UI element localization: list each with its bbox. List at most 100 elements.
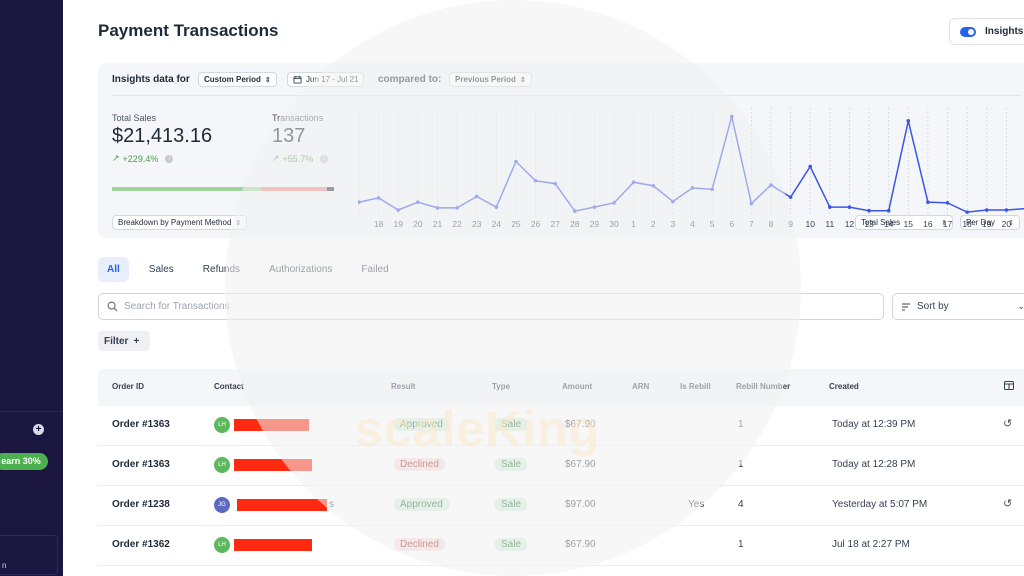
chart-point[interactable] — [749, 201, 754, 206]
chart-point[interactable] — [474, 194, 479, 199]
refund-icon[interactable]: ↺ — [1003, 418, 1013, 430]
chart-point[interactable] — [788, 195, 793, 199]
chart-point[interactable] — [945, 201, 950, 205]
info-icon[interactable]: i — [320, 154, 329, 163]
refund-icon[interactable]: ↺ — [1003, 498, 1013, 510]
total-sales-value: $21,413.16 — [112, 125, 213, 147]
table-row[interactable]: Order #1363 LH Declined Sale $67.90 1 To… — [98, 446, 1024, 486]
chart-x-tick-label: 23 — [472, 219, 482, 228]
contact-suffix: s — [329, 499, 334, 510]
chart-point[interactable] — [396, 208, 401, 212]
chart-point[interactable] — [376, 196, 381, 200]
chart-point[interactable] — [729, 114, 734, 119]
chart-point[interactable] — [926, 200, 930, 204]
granularity-select[interactable]: Per Day ⇕ — [960, 215, 1020, 230]
chart-point[interactable] — [612, 201, 616, 205]
insights-toggle-button[interactable]: Insights — [949, 18, 1024, 45]
order-id[interactable]: Order #1363 — [112, 419, 170, 430]
order-id[interactable]: Order #1362 — [112, 539, 170, 550]
table-row[interactable]: Order #1362 LH Declined Sale $67.90 1 Ju… — [98, 526, 1024, 566]
tab-authorizations[interactable]: Authorizations — [269, 263, 333, 275]
chart-point[interactable] — [769, 183, 773, 187]
created-time: Today at 12:28 PM — [832, 459, 916, 470]
col-order-id[interactable]: Order ID — [112, 382, 145, 391]
status-badge: Declined — [394, 538, 445, 551]
col-created[interactable]: Created — [829, 382, 859, 391]
trend-up-icon: ↗ — [112, 153, 120, 163]
chart-point[interactable] — [1004, 208, 1009, 212]
chart-x-tick-label: 12 — [845, 219, 855, 228]
avatar: LH — [214, 457, 230, 473]
chart-x-tick-label: 3 — [671, 219, 676, 228]
chart-point[interactable] — [984, 208, 989, 212]
chart-point[interactable] — [651, 183, 656, 188]
table-row[interactable]: Order #1363 LH Approved Sale $67.90 1 To… — [98, 406, 1024, 446]
chart-point[interactable] — [435, 206, 440, 210]
columns-icon[interactable] — [1004, 381, 1014, 390]
chart-point[interactable] — [631, 180, 636, 184]
toggle-switch-icon[interactable] — [960, 26, 976, 37]
sidebar-account-box[interactable] — [0, 535, 58, 575]
chevron-updown-icon: ⇕ — [519, 76, 526, 84]
metric-select-value: Total Sales — [861, 218, 901, 227]
chevron-updown-icon: ⇕ — [941, 219, 947, 227]
chart-point[interactable] — [808, 164, 813, 169]
col-is-rebill[interactable]: Is Rebill — [680, 382, 711, 391]
sidebar: + earn 30% n — [0, 0, 63, 576]
chart-point[interactable] — [906, 119, 911, 123]
metric-select[interactable]: Total Sales ⇕ — [855, 215, 953, 230]
chart-x-tick-label: 26 — [531, 219, 541, 228]
transaction-tabs: All Sales Refunds Authorizations Failed — [98, 256, 409, 282]
chart-point[interactable] — [592, 205, 597, 209]
chart-x-tick-label: 20 — [413, 219, 423, 228]
date-range-picker[interactable]: Jun 17 - Jul 21 — [287, 72, 365, 87]
col-amount[interactable]: Amount — [562, 382, 593, 391]
tab-sales[interactable]: Sales — [148, 263, 174, 275]
order-id[interactable]: Order #1238 — [112, 499, 170, 510]
breakdown-select-value: Breakdown by Payment Method — [118, 218, 232, 227]
chart-point[interactable] — [867, 208, 871, 213]
breakdown-select[interactable]: Breakdown by Payment Method ⇕ — [112, 215, 248, 230]
chart-x-tick-label: 18 — [374, 219, 384, 228]
chart-x-tick-label: 7 — [749, 219, 754, 228]
chart-point[interactable] — [533, 178, 538, 183]
col-result[interactable]: Result — [391, 382, 416, 391]
chart-point[interactable] — [886, 208, 891, 213]
filter-button[interactable]: Filter + — [98, 331, 150, 351]
tab-failed[interactable]: Failed — [361, 263, 389, 275]
chart-point[interactable] — [553, 181, 557, 186]
chart-point[interactable] — [494, 205, 499, 209]
sort-select[interactable]: Sort by ⌄ — [892, 293, 1024, 320]
order-id[interactable]: Order #1363 — [112, 459, 170, 470]
chart-point[interactable] — [965, 210, 969, 214]
chart-point[interactable] — [710, 187, 714, 192]
is-rebill: Yes — [688, 499, 705, 510]
tab-refunds[interactable]: Refunds — [202, 263, 241, 275]
search-input[interactable]: Search for Transactions — [98, 293, 884, 320]
add-icon[interactable]: + — [33, 424, 44, 435]
period-select[interactable]: Custom Period ⇕ — [198, 72, 277, 87]
earn-badge[interactable]: earn 30% — [0, 453, 48, 470]
tab-all[interactable]: All — [98, 256, 129, 282]
type-badge: Sale — [495, 418, 528, 431]
chart-point[interactable] — [455, 206, 459, 210]
chart-point[interactable] — [358, 200, 361, 204]
info-icon[interactable]: i — [165, 154, 174, 163]
col-rebill-number[interactable]: Rebill Number — [736, 382, 791, 391]
progress-segment-red — [260, 187, 328, 191]
chart-x-tick-label: 17 — [943, 219, 953, 228]
col-arn[interactable]: ARN — [632, 382, 650, 391]
chart-point[interactable] — [514, 159, 518, 164]
compare-period-select[interactable]: Previous Period ⇕ — [449, 72, 532, 87]
chevron-down-icon: ⌄ — [1017, 301, 1024, 311]
chart-point[interactable] — [416, 200, 420, 204]
col-contact[interactable]: Contact — [214, 382, 244, 391]
chart-point[interactable] — [690, 186, 695, 190]
col-type[interactable]: Type — [492, 382, 511, 391]
chart-point[interactable] — [572, 209, 577, 213]
chart-point[interactable] — [671, 199, 675, 204]
chart-point[interactable] — [847, 205, 852, 209]
status-badge: Approved — [394, 498, 449, 511]
chart-point[interactable] — [828, 205, 832, 209]
table-row[interactable]: Order #1238 JG s Approved Sale $97.00 Ye… — [98, 486, 1024, 526]
